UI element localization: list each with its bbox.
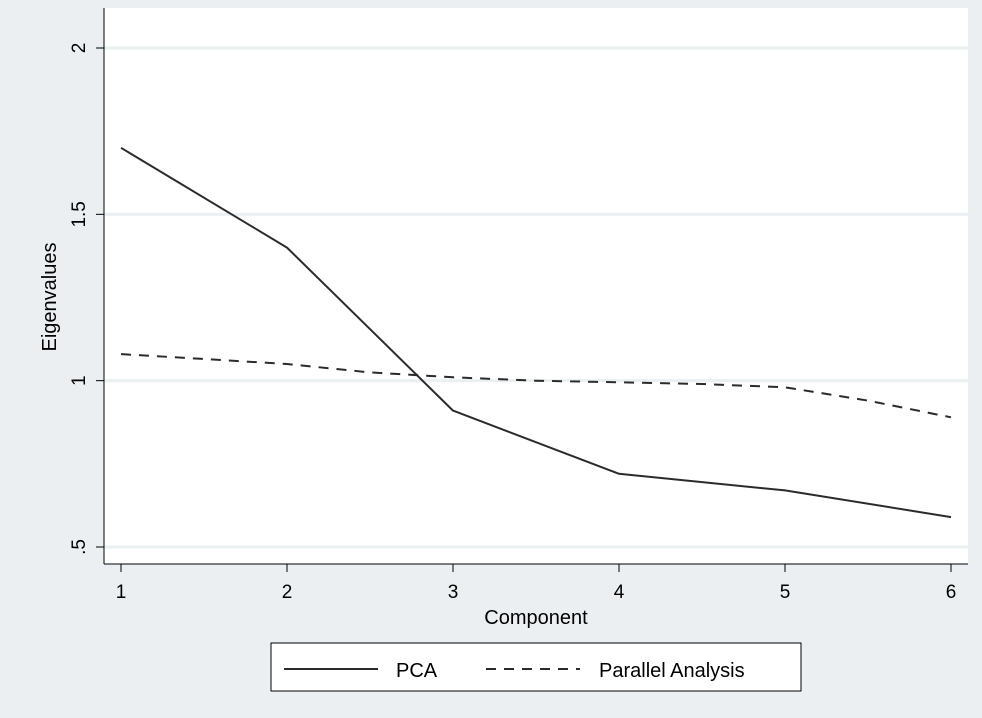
y-tick-label: .5 <box>69 539 90 555</box>
plot-area <box>104 8 968 564</box>
series-line-pca <box>120 146 952 519</box>
x-tick-label: 6 <box>946 582 957 603</box>
legend-label-pca: PCA <box>396 660 438 682</box>
x-axis-title: Component <box>484 607 588 629</box>
ticks: .5 1 1.5 2 1 2 3 4 5 6 <box>69 43 956 603</box>
series-lines <box>120 146 952 519</box>
x-tick-label: 4 <box>614 582 625 603</box>
legend-box <box>270 642 802 692</box>
series-line-parallel-analysis <box>120 353 952 419</box>
legend: PCA Parallel Analysis <box>270 642 802 692</box>
y-tick-label: 1.5 <box>69 201 90 227</box>
y-tick-label: 2 <box>69 43 90 54</box>
y-tick-label: 1 <box>69 375 90 386</box>
legend-label-parallel-analysis: Parallel Analysis <box>599 660 745 682</box>
axes <box>103 8 968 565</box>
x-tick-label: 1 <box>116 582 127 603</box>
x-tick-label: 3 <box>448 582 459 603</box>
y-axis-title: Eigenvalues <box>39 243 61 352</box>
x-tick-label: 5 <box>780 582 791 603</box>
x-tick-label: 2 <box>282 582 293 603</box>
